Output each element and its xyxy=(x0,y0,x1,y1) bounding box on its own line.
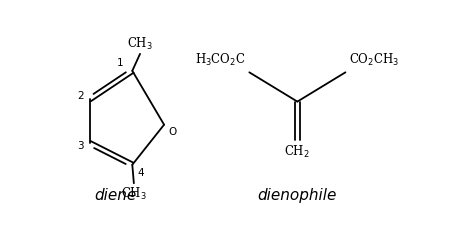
Text: 1: 1 xyxy=(117,58,124,68)
Text: CH$_3$: CH$_3$ xyxy=(121,186,147,202)
Text: CH$_2$: CH$_2$ xyxy=(284,144,310,160)
Text: CO$_2$CH$_3$: CO$_2$CH$_3$ xyxy=(349,52,399,68)
Text: H$_3$CO$_2$C: H$_3$CO$_2$C xyxy=(195,52,245,68)
Text: 3: 3 xyxy=(78,141,84,151)
Text: 4: 4 xyxy=(137,168,143,178)
Text: diene: diene xyxy=(94,188,136,203)
Text: O: O xyxy=(168,127,176,137)
Text: 2: 2 xyxy=(78,91,84,101)
Text: CH$_3$: CH$_3$ xyxy=(127,36,153,51)
Text: dienophile: dienophile xyxy=(258,188,337,203)
